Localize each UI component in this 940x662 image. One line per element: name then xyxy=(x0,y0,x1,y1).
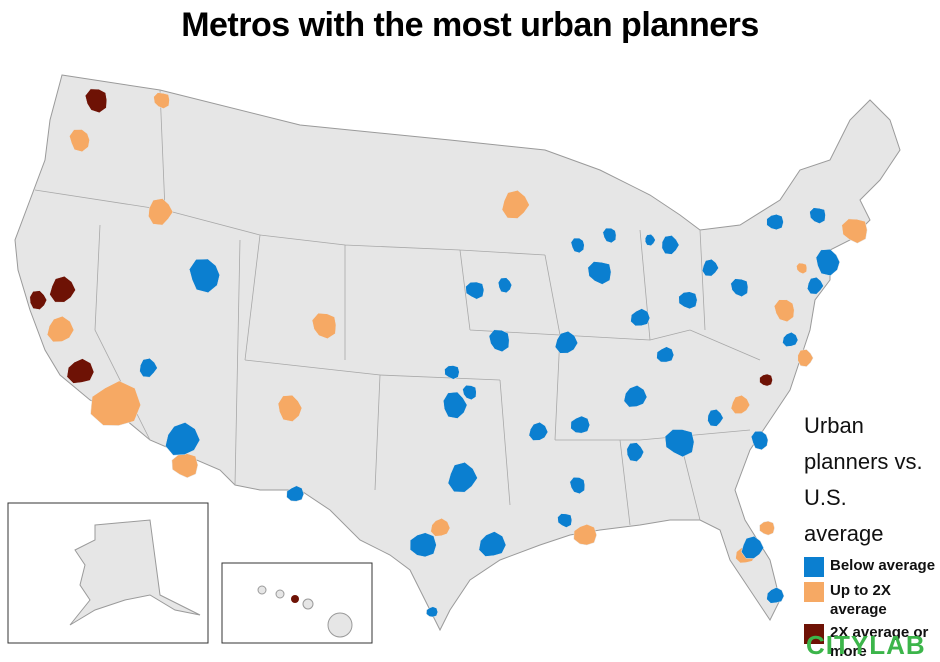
metro-area xyxy=(773,299,795,323)
metro-area xyxy=(661,235,680,255)
metro-area xyxy=(750,430,769,451)
metro-area xyxy=(626,442,645,462)
contiguous-us xyxy=(14,74,901,632)
title: Metros with the most urban planners xyxy=(181,6,759,44)
metro-area xyxy=(84,88,108,114)
metro-area xyxy=(573,524,597,546)
metro-area xyxy=(766,214,784,231)
legend: Urban planners vs. U.S. average Below av… xyxy=(804,408,940,661)
metro-area xyxy=(796,262,808,275)
metro-area xyxy=(766,587,785,604)
metro-area xyxy=(807,276,824,295)
metro-area xyxy=(678,291,698,310)
legend-title: Urban planners vs. U.S. average xyxy=(804,413,923,546)
metro-area xyxy=(488,329,510,353)
metro-area xyxy=(809,207,826,224)
metro-area xyxy=(570,237,585,254)
metro-area xyxy=(426,606,439,618)
metro-area xyxy=(277,394,303,422)
metro-area xyxy=(171,453,199,478)
legend-items: Below average Up to 2X average 2X average … xyxy=(804,556,940,661)
metro-area xyxy=(286,485,305,502)
legend-item: Below average xyxy=(804,556,940,577)
hawaii xyxy=(257,585,353,638)
metro-area xyxy=(430,518,451,537)
metro-area xyxy=(29,290,48,310)
metro-area xyxy=(66,358,95,384)
legend-label: Below average xyxy=(830,557,936,574)
legend-item: Up to 2X average xyxy=(804,581,940,619)
metro-area xyxy=(741,535,764,559)
metro-area xyxy=(478,531,507,557)
legend-swatch xyxy=(804,582,824,602)
metro-area xyxy=(656,346,675,363)
metro-area xyxy=(153,92,170,109)
metro-area xyxy=(49,275,76,303)
metro-area xyxy=(730,278,749,297)
metro-area xyxy=(664,429,695,458)
logo: CITYLAB xyxy=(806,630,926,660)
metro-area xyxy=(782,331,799,347)
metro-area xyxy=(841,218,868,244)
metro-area xyxy=(759,373,773,387)
metro-area xyxy=(447,462,478,493)
metro-area xyxy=(497,277,513,294)
metro-area xyxy=(569,477,586,495)
metro-area xyxy=(707,409,724,427)
metro-area xyxy=(291,595,299,603)
metro-area xyxy=(165,422,201,456)
metro-area xyxy=(730,394,751,414)
metro-area xyxy=(90,380,141,426)
metro-area xyxy=(409,532,437,558)
metro-area xyxy=(46,315,75,343)
metro-area xyxy=(701,258,719,277)
metro-area xyxy=(462,385,477,401)
metro-area xyxy=(797,349,814,367)
metro-area xyxy=(148,198,174,226)
metro-area xyxy=(554,330,579,354)
metro-area xyxy=(587,261,612,285)
metro-area xyxy=(189,258,220,293)
metro-area xyxy=(570,415,591,434)
legend-label: 2X average or more xyxy=(830,624,929,660)
metro-area xyxy=(759,520,775,536)
legend-swatch xyxy=(804,557,824,577)
metro-area xyxy=(644,234,656,246)
metro-area xyxy=(501,190,530,219)
metro-area xyxy=(443,391,468,419)
metro-area xyxy=(630,308,651,327)
legend-item: 2X average or more xyxy=(804,623,940,661)
metros xyxy=(29,88,868,618)
metro-area xyxy=(444,365,460,380)
metro-area xyxy=(465,281,485,300)
legend-label: Up to 2X average xyxy=(830,582,891,618)
metro-area xyxy=(311,312,337,339)
metro-area xyxy=(557,513,573,528)
metro-area xyxy=(602,227,617,244)
alaska xyxy=(69,519,201,626)
metro-area xyxy=(528,421,549,441)
metro-area xyxy=(815,249,840,276)
metro-area xyxy=(69,129,90,153)
metro-area xyxy=(623,385,648,408)
legend-swatch xyxy=(804,624,824,644)
metro-area xyxy=(139,358,158,378)
